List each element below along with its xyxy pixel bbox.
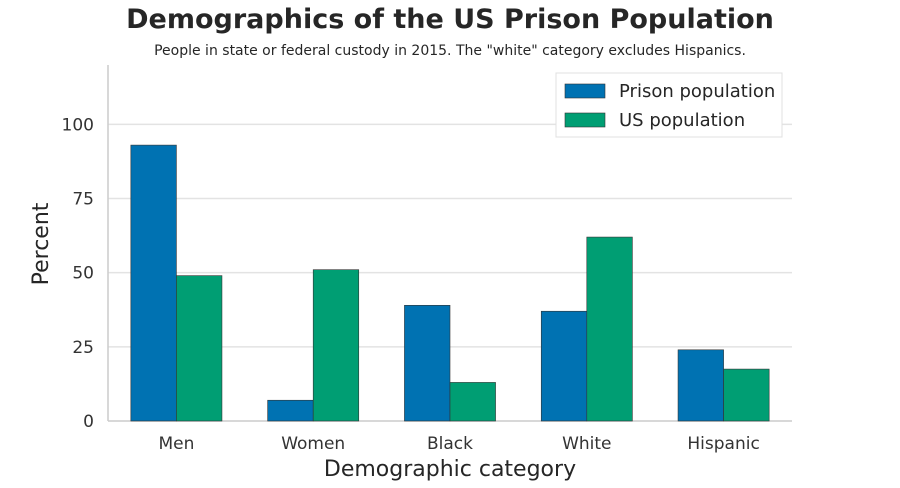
bar-prison-population-hispanic (677, 349, 724, 422)
x-tick-label: White (562, 434, 611, 454)
x-tick-label: Black (427, 434, 473, 454)
chart-subtitle: People in state or federal custody in 20… (154, 43, 746, 59)
legend-label: Prison population (619, 81, 775, 102)
x-axis-label: Demographic category (324, 457, 576, 482)
bar-prison-population-white (540, 310, 588, 422)
bar-prison-population-women (267, 399, 314, 422)
y-tick-label: 0 (83, 412, 94, 432)
x-tick-label: Men (158, 434, 194, 454)
bar-prison-population-black (404, 304, 451, 422)
y-tick-label: 25 (72, 338, 94, 358)
tick-labels: 0 25 50 75 100 Men Women Black White Hispanic (62, 115, 760, 454)
bar-us-population-women (312, 269, 360, 422)
bar-us-population-white (586, 236, 633, 422)
bar-prison-population-men (130, 144, 177, 422)
bar-us-population-black (449, 382, 496, 422)
bar-us-population-hispanic (723, 368, 770, 422)
legend-label: US population (619, 110, 745, 131)
legend: Prison population US population (555, 72, 783, 138)
y-tick-label: 50 (72, 264, 94, 284)
bar-us-population-men (176, 275, 223, 422)
legend-swatch (564, 83, 606, 99)
y-tick-label: 75 (72, 190, 94, 210)
x-tick-label: Women (281, 434, 345, 454)
legend-swatch (564, 112, 606, 128)
chart-title: Demographics of the US Prison Population (126, 4, 774, 35)
bars (130, 144, 770, 422)
y-tick-label: 100 (62, 115, 94, 135)
y-axis-label: Percent (29, 202, 54, 285)
x-tick-label: Hispanic (687, 434, 759, 454)
